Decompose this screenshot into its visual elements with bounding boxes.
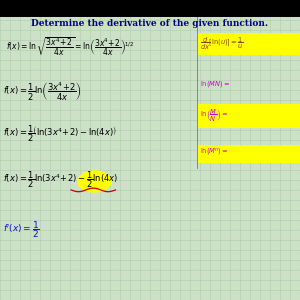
Text: $f(x) = \dfrac{1}{2}\ln\!\left(\dfrac{3x^4\!+\!2}{4x}\right)$: $f(x) = \dfrac{1}{2}\ln\!\left(\dfrac{3x… bbox=[3, 80, 82, 103]
Text: $f(x) = \dfrac{1}{2}\!\left(\ln(3x^4\!+\!2) - \ln(4x)\right)$: $f(x) = \dfrac{1}{2}\!\left(\ln(3x^4\!+\… bbox=[3, 123, 117, 144]
Text: $\ln\!\left(\dfrac{M}{N}\right) = $: $\ln\!\left(\dfrac{M}{N}\right) = $ bbox=[200, 107, 228, 124]
Text: $f(x) = \dfrac{1}{2}\ln(3x^4\!+\!2) - \dfrac{1}{2}\ln(4x)$: $f(x) = \dfrac{1}{2}\ln(3x^4\!+\!2) - \d… bbox=[3, 170, 118, 190]
Text: $\ln(MN) = $: $\ln(MN) = $ bbox=[200, 79, 230, 89]
Text: $f'(x) = \dfrac{1}{2}$: $f'(x) = \dfrac{1}{2}$ bbox=[3, 219, 40, 240]
Ellipse shape bbox=[77, 170, 112, 193]
Text: $\ln(M^n) = $: $\ln(M^n) = $ bbox=[200, 148, 228, 158]
Bar bbox=[196, 33, 300, 55]
Bar bbox=[0, 0, 300, 16]
Text: Determine the derivative of the given function.: Determine the derivative of the given fu… bbox=[32, 20, 268, 28]
Text: $f(x) = \ln\sqrt{\dfrac{3x^4\!+\!2}{4x}} = \ln\!\left(\dfrac{3x^4\!+\!2}{4x}\rig: $f(x) = \ln\sqrt{\dfrac{3x^4\!+\!2}{4x}}… bbox=[6, 35, 134, 58]
Text: $\dfrac{d}{dx}[\ln(u)] = \dfrac{1}{u}$: $\dfrac{d}{dx}[\ln(u)] = \dfrac{1}{u}$ bbox=[200, 35, 243, 52]
Bar bbox=[196, 104, 300, 128]
Bar bbox=[196, 145, 300, 163]
